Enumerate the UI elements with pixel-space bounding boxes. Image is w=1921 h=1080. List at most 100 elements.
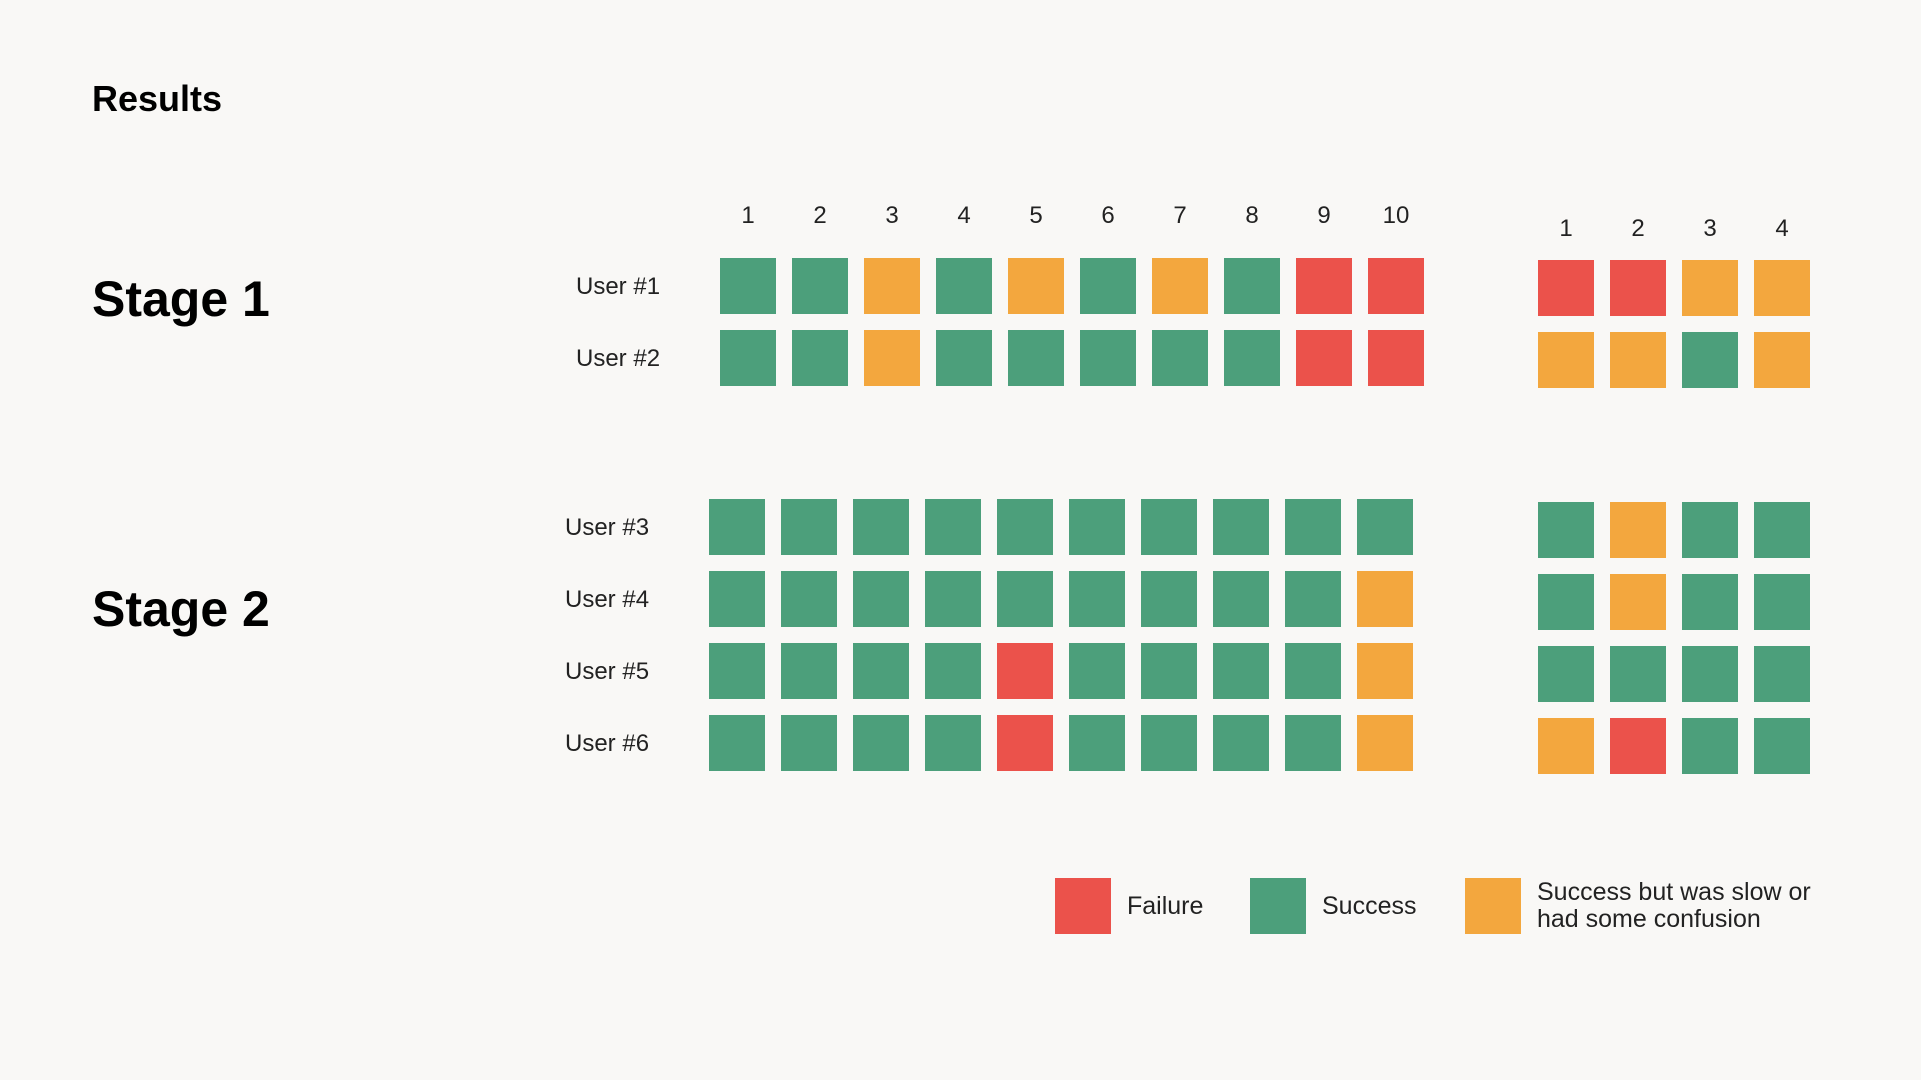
result-cell-success <box>1224 330 1280 386</box>
result-cell-success <box>1213 715 1269 771</box>
stage-1-grid: User #1 User #2 1 2 3 4 5 6 7 8 9 10 1 2 3 4 <box>576 202 1810 388</box>
user-label: User #1 <box>576 273 660 300</box>
user-label: User #4 <box>565 586 649 613</box>
result-cell-success <box>1080 330 1136 386</box>
result-cell-slow <box>1538 718 1594 774</box>
task-set-1 <box>709 499 1413 771</box>
result-cell-success <box>1213 643 1269 699</box>
result-cell-success <box>853 499 909 555</box>
result-cell-slow <box>1357 571 1413 627</box>
result-cell-success <box>1754 646 1810 702</box>
result-cell-success <box>1069 571 1125 627</box>
result-cell-success <box>1682 332 1738 388</box>
column-number: 3 <box>1703 215 1716 242</box>
task-set-2 <box>1538 502 1810 774</box>
result-cell-failure <box>1368 330 1424 386</box>
result-cell-success <box>853 643 909 699</box>
result-cell-success <box>781 499 837 555</box>
user-label: User #2 <box>576 345 660 372</box>
result-cell-slow <box>864 258 920 314</box>
result-cell-success <box>1141 643 1197 699</box>
result-cell-success <box>936 258 992 314</box>
result-cell-success <box>1224 258 1280 314</box>
result-cell-success <box>1682 574 1738 630</box>
result-cell-success <box>1285 499 1341 555</box>
result-cell-slow <box>1754 332 1810 388</box>
column-number: 8 <box>1245 202 1258 229</box>
result-cell-failure <box>1296 258 1352 314</box>
result-cell-failure <box>997 715 1053 771</box>
result-cell-success <box>1682 718 1738 774</box>
result-cell-success <box>925 499 981 555</box>
result-cell-slow <box>1357 643 1413 699</box>
result-cell-slow <box>1008 258 1064 314</box>
result-cell-success <box>1080 258 1136 314</box>
result-cell-slow <box>864 330 920 386</box>
result-cell-success <box>925 715 981 771</box>
result-cell-slow <box>1357 715 1413 771</box>
column-number: 7 <box>1173 202 1186 229</box>
result-cell-success <box>1754 718 1810 774</box>
result-cell-success <box>1682 502 1738 558</box>
column-number: 2 <box>813 202 826 229</box>
stage-2-title: Stage 2 <box>92 581 270 637</box>
result-cell-slow <box>1610 574 1666 630</box>
column-number: 3 <box>885 202 898 229</box>
result-cell-success <box>1008 330 1064 386</box>
result-cell-success <box>1538 574 1594 630</box>
result-cell-success <box>709 571 765 627</box>
user-label: User #6 <box>565 730 649 757</box>
result-cell-success <box>709 715 765 771</box>
result-cell-failure <box>1368 258 1424 314</box>
result-cell-failure <box>997 643 1053 699</box>
result-cell-success <box>1213 571 1269 627</box>
result-cell-slow <box>1682 260 1738 316</box>
task-set-2: 1 2 3 4 <box>1538 215 1810 388</box>
column-number: 5 <box>1029 202 1042 229</box>
user-label: User #3 <box>565 514 649 541</box>
result-cell-failure <box>1610 718 1666 774</box>
result-cell-success <box>792 258 848 314</box>
result-cell-success <box>1357 499 1413 555</box>
result-cell-success <box>1069 643 1125 699</box>
column-number: 2 <box>1631 215 1644 242</box>
result-cell-slow <box>1754 260 1810 316</box>
stage-1-title: Stage 1 <box>92 271 270 327</box>
result-cell-success <box>1141 571 1197 627</box>
result-cell-success <box>925 571 981 627</box>
result-cell-success <box>853 571 909 627</box>
result-cell-slow <box>1152 258 1208 314</box>
result-cell-success <box>1152 330 1208 386</box>
result-cell-success <box>1069 715 1125 771</box>
user-label: User #5 <box>565 658 649 685</box>
result-cell-success <box>792 330 848 386</box>
result-cell-success <box>1754 502 1810 558</box>
result-cell-failure <box>1610 260 1666 316</box>
result-cell-success <box>709 499 765 555</box>
result-cell-success <box>720 258 776 314</box>
result-cell-success <box>1141 499 1197 555</box>
result-cell-slow <box>1538 332 1594 388</box>
column-number: 1 <box>741 202 754 229</box>
result-cell-success <box>781 643 837 699</box>
result-cell-success <box>1610 646 1666 702</box>
result-cell-slow <box>1610 332 1666 388</box>
result-cell-success <box>853 715 909 771</box>
result-cell-success <box>709 643 765 699</box>
result-cell-success <box>1682 646 1738 702</box>
task-set-1: 1 2 3 4 5 6 7 8 9 10 <box>720 202 1424 386</box>
result-cell-success <box>1213 499 1269 555</box>
column-number: 6 <box>1101 202 1114 229</box>
result-cell-success <box>936 330 992 386</box>
result-cell-failure <box>1296 330 1352 386</box>
column-number: 4 <box>957 202 970 229</box>
result-cell-success <box>1285 643 1341 699</box>
column-number: 1 <box>1559 215 1572 242</box>
result-cell-success <box>781 571 837 627</box>
result-cell-success <box>720 330 776 386</box>
result-cell-success <box>1285 715 1341 771</box>
result-cell-success <box>1069 499 1125 555</box>
result-cell-success <box>997 571 1053 627</box>
stage-2-grid: User #3 User #4 User #5 User #6 <box>565 499 1810 774</box>
